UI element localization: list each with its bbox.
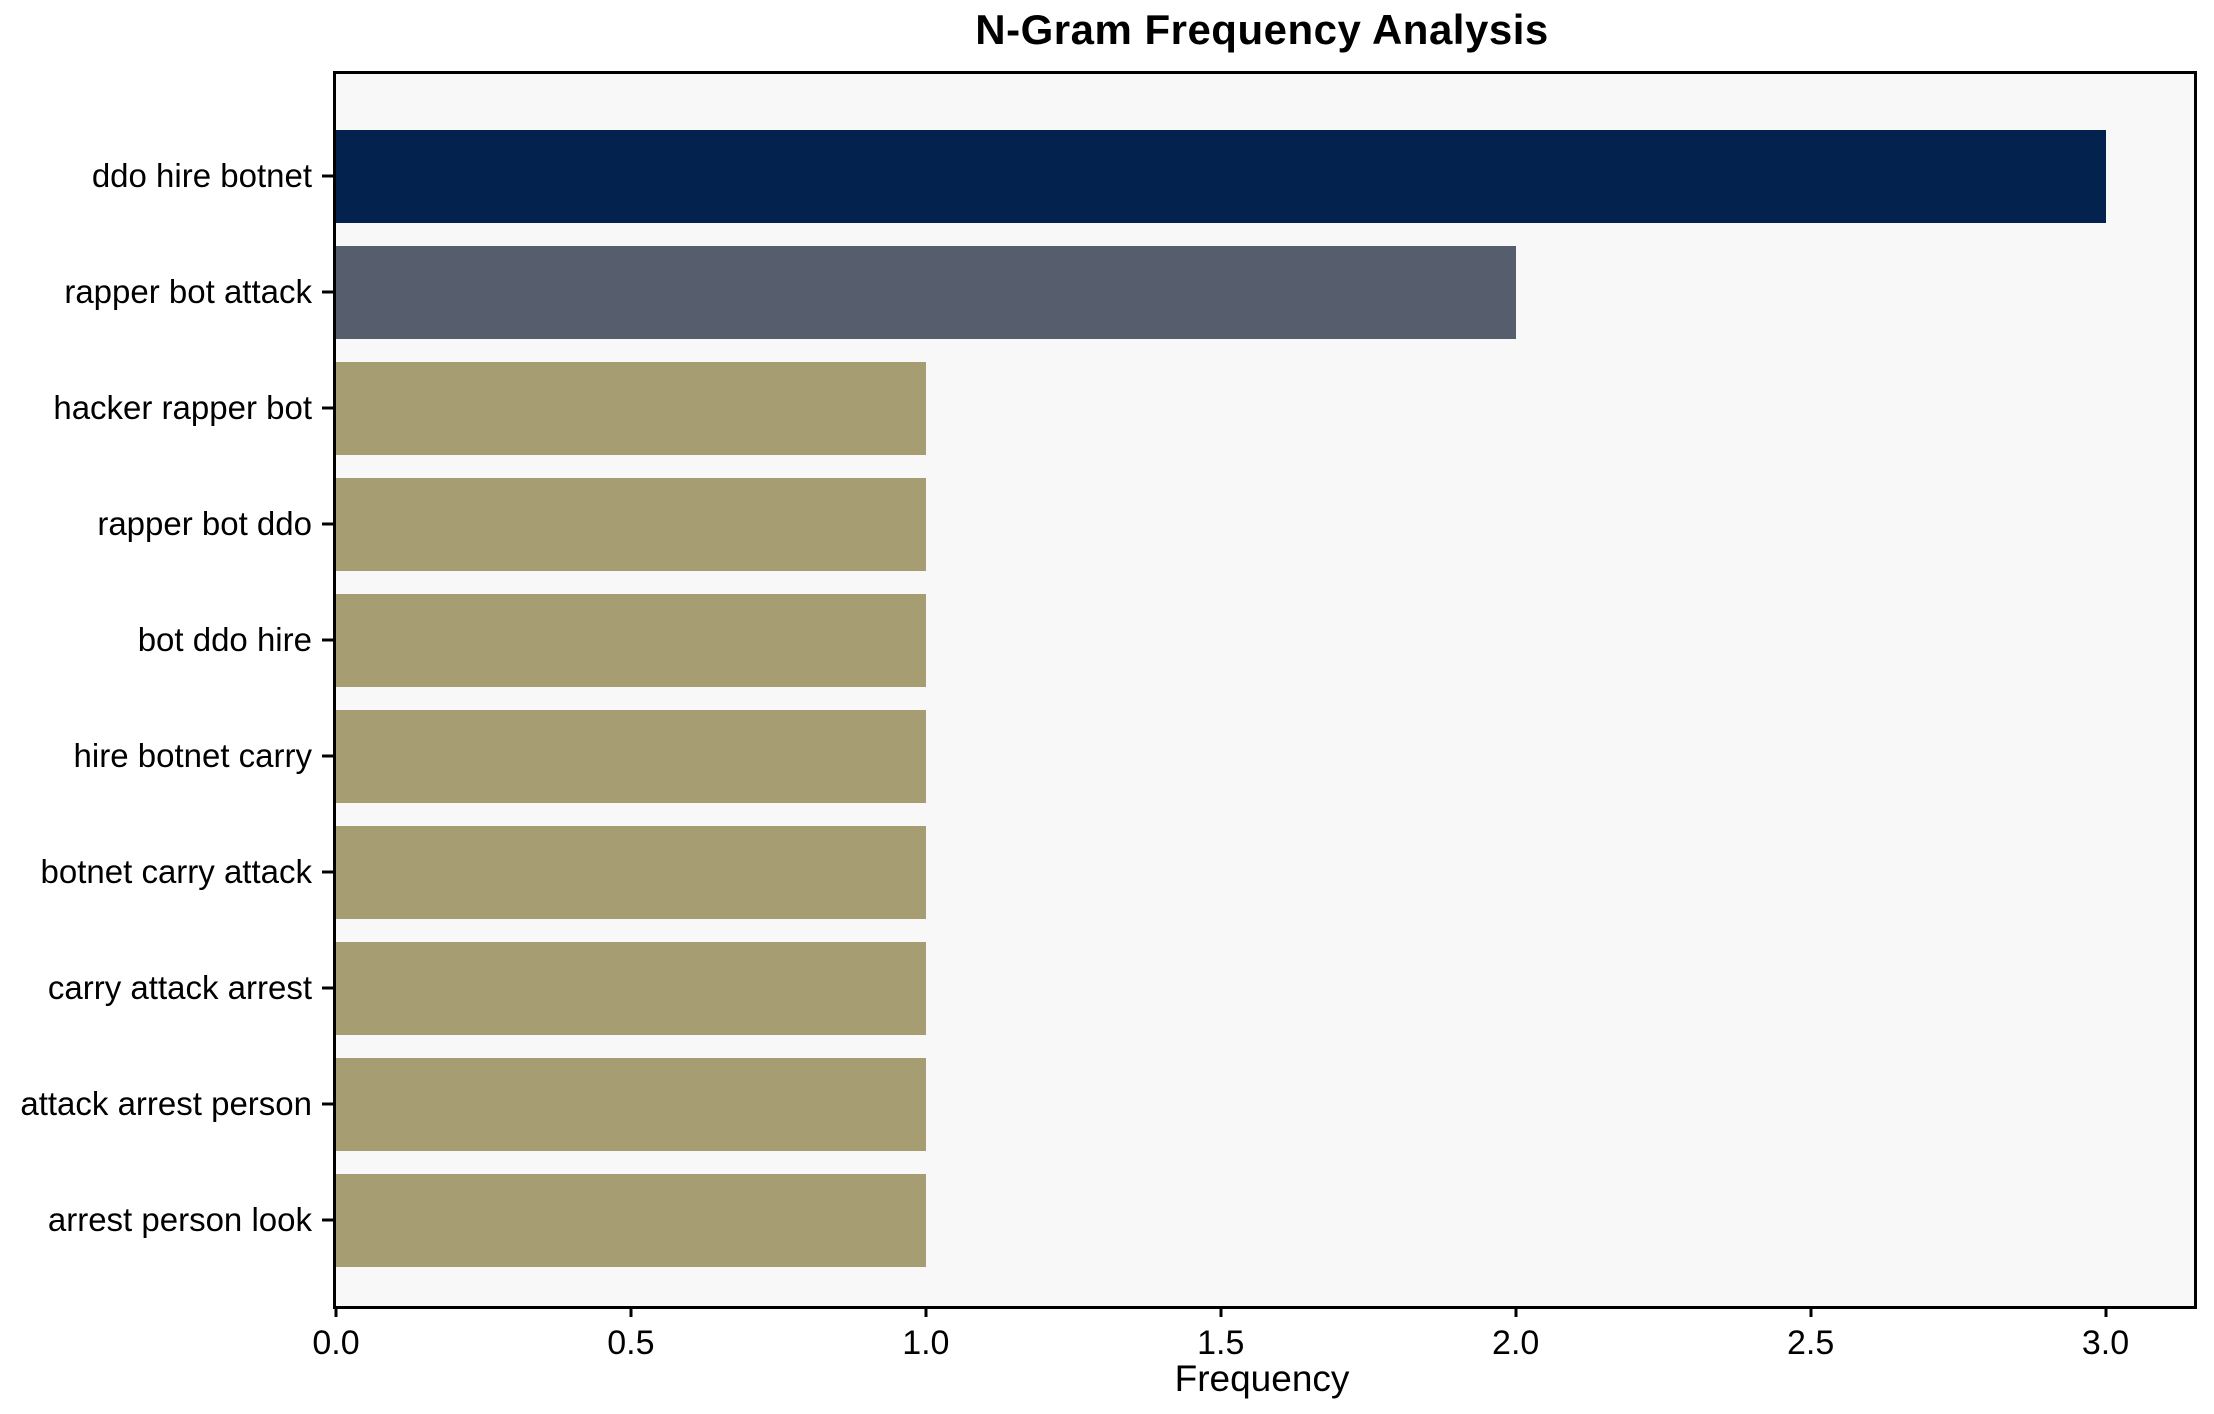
xtick-label-1.5: 1.5 [1197, 1324, 1245, 1362]
bar-rapper-bot-ddo [336, 478, 926, 571]
x-axis-label: Frequency [1174, 1358, 1350, 1399]
xtick-mark-0.5 [629, 1306, 633, 1317]
ytick-mark-ddo-hire-botnet [322, 174, 333, 177]
xtick-label-3.0: 3.0 [2081, 1324, 2130, 1362]
bar-ddo-hire-botnet [336, 130, 2106, 223]
ytick-label-arrest-person-look: arrest person look [47, 1200, 312, 1238]
xtick-mark-2.0 [1514, 1306, 1518, 1317]
ytick-mark-carry-attack-arrest [322, 986, 333, 989]
ytick-label-hacker-rapper-bot: hacker rapper bot [53, 388, 312, 426]
xtick-label-2.0: 2.0 [1492, 1324, 1540, 1362]
xtick-mark-1.5 [1219, 1306, 1223, 1317]
bar-botnet-carry-attack [336, 826, 926, 919]
ytick-label-rapper-bot-attack: rapper bot attack [64, 272, 312, 310]
xtick-label-2.5: 2.5 [1786, 1324, 1835, 1362]
ytick-mark-hire-botnet-carry [322, 754, 333, 757]
ytick-label-ddo-hire-botnet: ddo hire botnet [91, 156, 312, 194]
chart-title: N-Gram Frequency Analysis [975, 6, 1549, 53]
ytick-label-hire-botnet-carry: hire botnet carry [73, 736, 312, 774]
bar-hacker-rapper-bot [336, 362, 926, 455]
ytick-mark-bot-ddo-hire [322, 638, 333, 641]
xtick-mark-0.0 [334, 1306, 338, 1317]
xtick-mark-2.5 [1809, 1306, 1813, 1317]
plot-area [333, 71, 2197, 1309]
bar-hire-botnet-carry [336, 710, 926, 803]
xtick-label-0.5: 0.5 [607, 1324, 655, 1362]
ytick-label-attack-arrest-person: attack arrest person [20, 1084, 312, 1122]
bar-arrest-person-look [336, 1174, 926, 1267]
ytick-mark-hacker-rapper-bot [322, 406, 333, 409]
bar-bot-ddo-hire [336, 594, 926, 687]
bar-attack-arrest-person [336, 1058, 926, 1151]
ytick-label-bot-ddo-hire: bot ddo hire [137, 620, 312, 658]
ytick-mark-rapper-bot-ddo [322, 522, 333, 525]
ytick-label-botnet-carry-attack: botnet carry attack [40, 852, 312, 890]
ytick-mark-arrest-person-look [322, 1218, 333, 1221]
xtick-mark-3.0 [2104, 1306, 2108, 1317]
ytick-mark-attack-arrest-person [322, 1102, 333, 1105]
xtick-label-0.0: 0.0 [312, 1324, 360, 1362]
ytick-label-rapper-bot-ddo: rapper bot ddo [97, 504, 312, 542]
xtick-mark-1.0 [924, 1306, 928, 1317]
xtick-label-1.0: 1.0 [902, 1324, 950, 1362]
ytick-mark-rapper-bot-attack [322, 290, 333, 293]
bar-carry-attack-arrest [336, 942, 926, 1035]
ytick-label-carry-attack-arrest: carry attack arrest [47, 968, 312, 1006]
bar-rapper-bot-attack [336, 246, 1516, 339]
ytick-mark-botnet-carry-attack [322, 870, 333, 873]
